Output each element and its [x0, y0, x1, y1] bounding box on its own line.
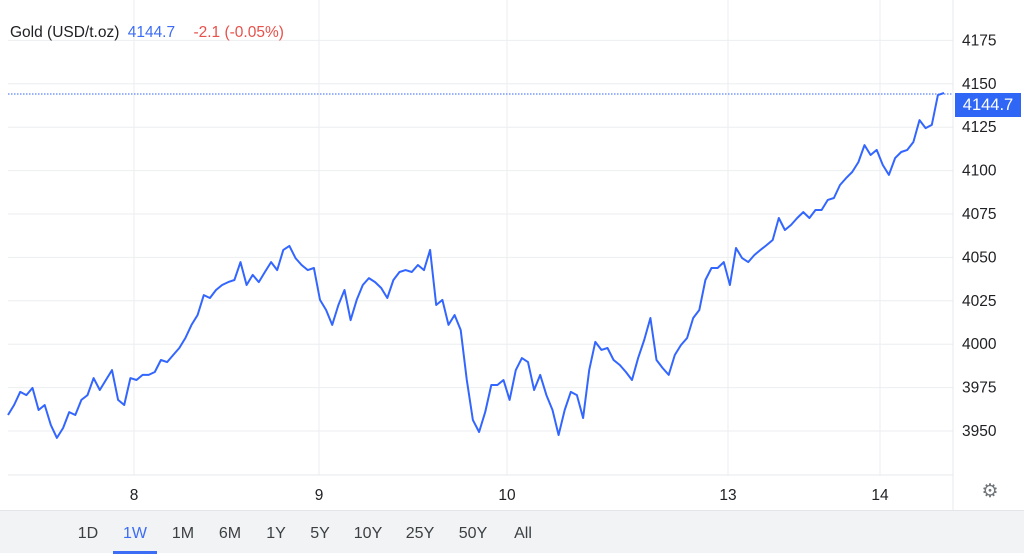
price-change: -2.1 (-0.05%) [193, 24, 284, 41]
price-chart[interactable]: 3950 3975 4000 4025 4050 4075 4100 4125 4150 4175… [0, 0, 1024, 510]
chart-header: Gold (USD/t.oz) 4144.7 -2.1 (-0.05%) [10, 24, 284, 42]
y-tick-label: 4150 [962, 76, 997, 93]
y-tick-label: 4000 [962, 336, 997, 353]
range-button-25y[interactable]: 25Y [405, 525, 435, 542]
y-tick-label: 4100 [962, 163, 997, 180]
x-tick-label: 14 [871, 487, 889, 504]
current-price: 4144.7 [127, 24, 176, 41]
x-tick-label: 10 [498, 487, 516, 504]
y-tick-label: 4125 [962, 119, 996, 136]
gear-icon[interactable]: ⚙ [981, 481, 999, 502]
range-button-1d[interactable]: 1D [77, 525, 99, 542]
y-tick-label: 4175 [962, 32, 996, 49]
last-price-tag: 4144.7 [955, 93, 1021, 117]
range-button-1y[interactable]: 1Y [266, 525, 286, 542]
range-button-6m[interactable]: 6M [218, 525, 242, 542]
y-tick-label: 3975 [962, 380, 996, 397]
range-button-5y[interactable]: 5Y [310, 525, 330, 542]
price-series-line [7, 92, 945, 439]
range-selector: 1D 1W 1M 6M 1Y 5Y 10Y 25Y 50Y All [0, 510, 1024, 554]
range-button-1m[interactable]: 1M [171, 525, 195, 542]
instrument-name: Gold (USD/t.oz) [10, 24, 120, 41]
range-button-10y[interactable]: 10Y [353, 525, 383, 542]
y-tick-label: 4075 [962, 206, 996, 223]
x-tick-label: 8 [130, 487, 139, 504]
y-tick-label: 3950 [962, 423, 997, 440]
y-tick-label: 4050 [962, 249, 997, 266]
range-button-all[interactable]: All [514, 525, 532, 542]
x-tick-label: 13 [719, 487, 736, 504]
range-button-50y[interactable]: 50Y [458, 525, 488, 542]
x-tick-label: 9 [315, 487, 324, 504]
range-button-1w[interactable]: 1W [113, 525, 157, 554]
y-tick-label: 4025 [962, 293, 996, 310]
